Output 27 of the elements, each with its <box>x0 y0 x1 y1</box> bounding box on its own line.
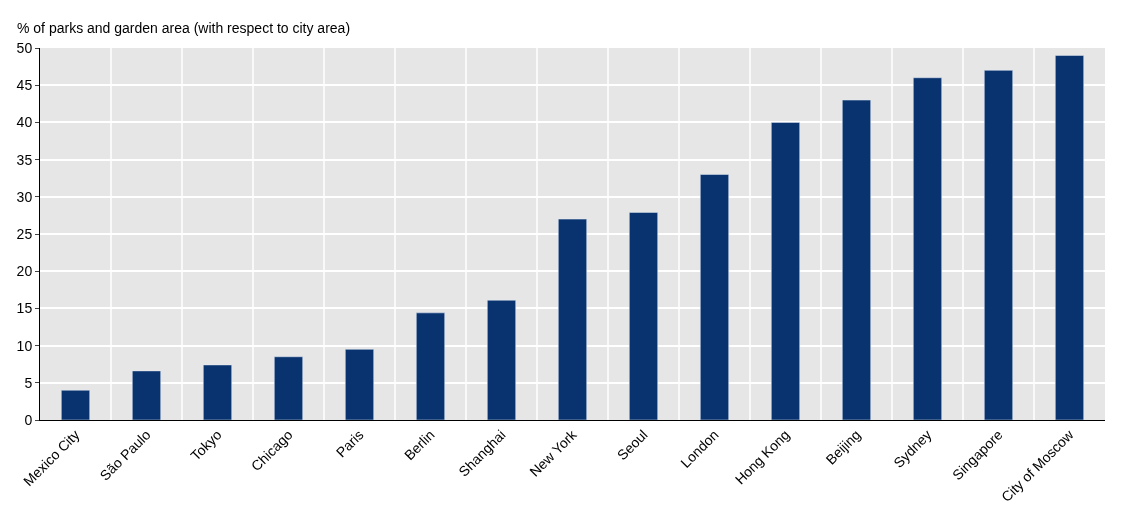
y-tick-label: 25 <box>16 225 33 242</box>
bar <box>984 70 1013 420</box>
y-tick-label: 30 <box>16 188 33 205</box>
y-tick-label: 45 <box>16 77 33 94</box>
y-axis-title: % of parks and garden area (with respect to city area) <box>17 20 351 36</box>
bar <box>132 370 161 420</box>
y-tick-label: 35 <box>16 151 33 168</box>
bar <box>771 122 800 420</box>
bar <box>61 389 90 420</box>
y-tick-label: 15 <box>16 300 33 317</box>
bar <box>629 212 658 420</box>
bar <box>842 99 871 420</box>
y-tick-label: 50 <box>16 39 33 56</box>
y-tick-label: 10 <box>16 337 33 354</box>
bar <box>416 312 445 420</box>
bar <box>487 299 516 420</box>
y-tick-label: 40 <box>16 114 33 131</box>
bar <box>700 174 729 420</box>
bar <box>1055 55 1084 420</box>
bar <box>913 77 942 420</box>
y-tick-label: 5 <box>24 374 33 391</box>
bar <box>203 364 232 420</box>
bar <box>274 356 303 420</box>
y-tick-label: 20 <box>16 263 33 280</box>
y-tick-label: 0 <box>24 411 33 428</box>
bar <box>345 349 374 420</box>
bar <box>558 218 587 420</box>
